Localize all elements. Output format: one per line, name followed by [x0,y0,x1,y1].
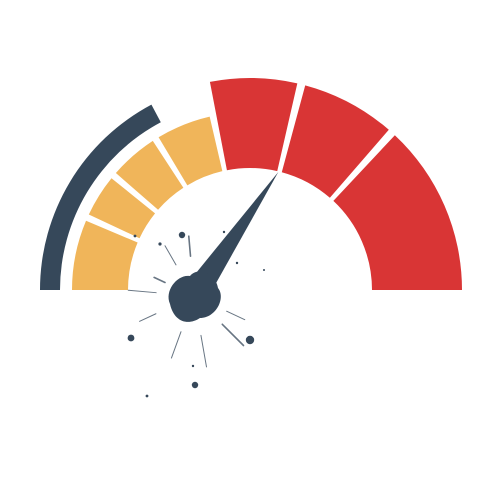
spark-line [170,331,182,359]
spark-line [200,334,208,368]
spark-dot [245,335,255,345]
gauge-segment-5 [209,77,298,172]
spark-dot [133,234,137,238]
spark-line [164,245,177,266]
hub-icon [168,271,221,322]
outer-accent-arc [40,104,161,290]
gauge-segment-3 [115,140,184,210]
gauge-segment-2 [88,178,156,239]
spark-line [226,310,246,321]
gauge-segment-6 [281,85,389,198]
spark-line [221,323,245,347]
spark-dot [191,364,195,368]
spark-line [139,313,157,322]
spark-dot [263,269,265,271]
spark-line [153,276,166,284]
needle-icon [183,171,279,304]
spark-dot [191,381,199,389]
needle-shape [183,171,279,304]
spark-dot [178,231,186,239]
gauge-segment-1 [72,220,138,290]
gauge-segment-4 [158,116,223,186]
spark-dot [235,261,239,265]
spark-line [127,289,157,294]
hub-shape [168,271,221,322]
spark-dot [145,394,149,398]
gauge-segment-7 [333,135,462,290]
spark-dot [222,230,226,234]
outer-accent-arc-shape [40,104,161,290]
spark-dot [127,334,135,342]
spark-line [187,235,192,257]
gauge-segments [72,77,462,290]
spark-dot [158,242,162,246]
